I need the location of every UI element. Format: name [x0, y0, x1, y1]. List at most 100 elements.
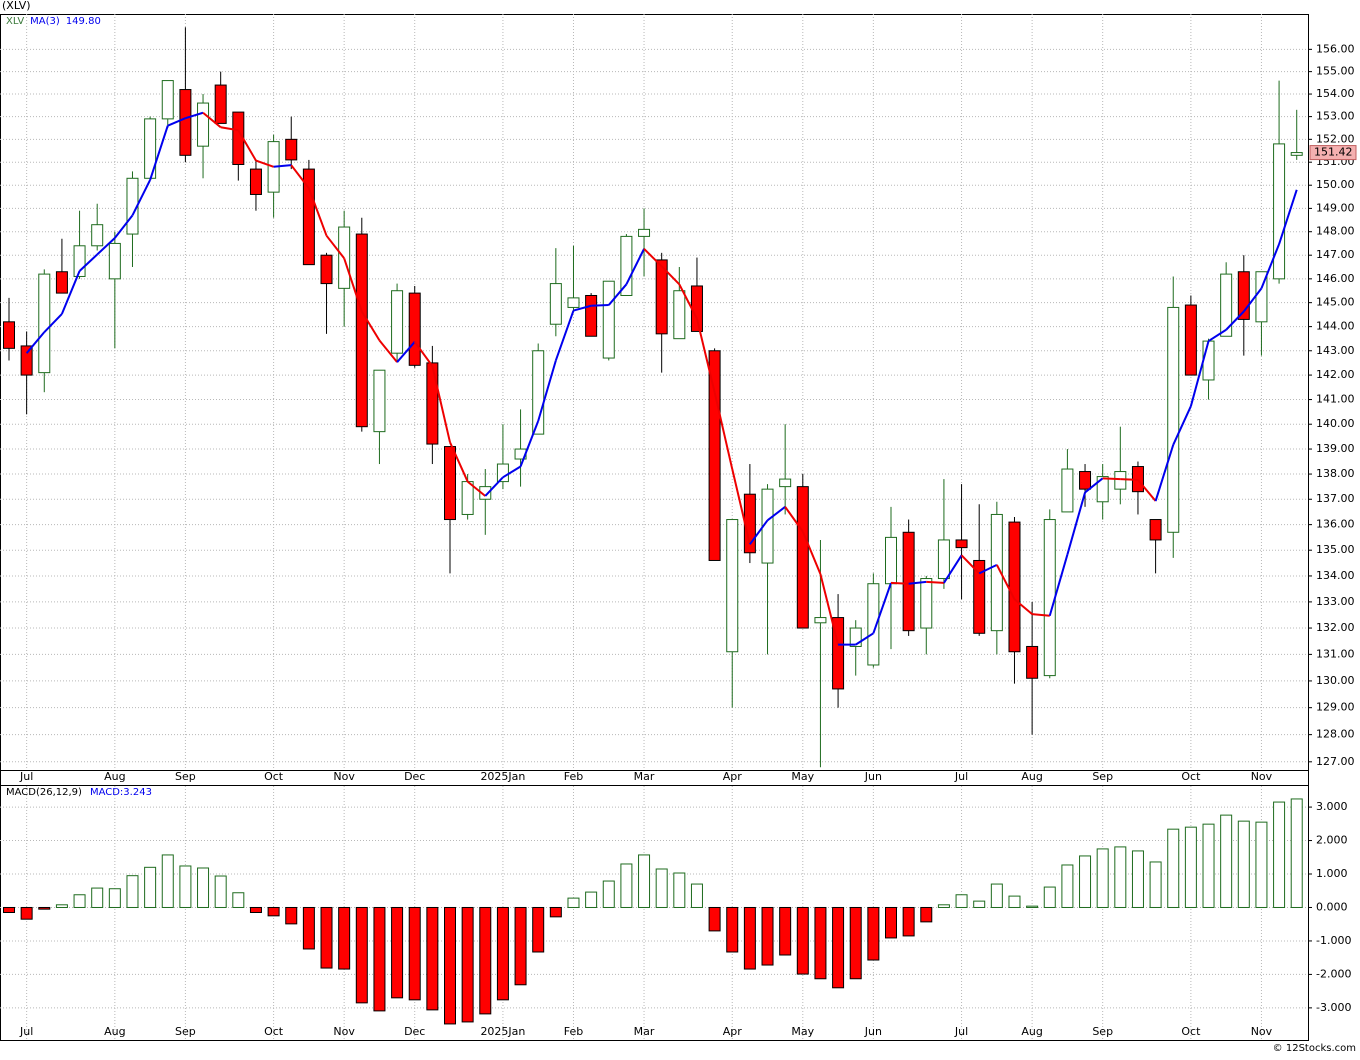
y-tick-label: 153.00 [1316, 110, 1355, 123]
candle-body [1026, 645, 1039, 679]
ma-segment [801, 531, 822, 575]
candle-body [302, 168, 315, 266]
candle-body [585, 294, 598, 337]
ma-segment [1120, 478, 1139, 481]
macd-bar [567, 897, 580, 908]
candle-body [408, 292, 421, 366]
ma-segment [25, 331, 46, 354]
macd-bar [1255, 821, 1268, 908]
ma-segment [343, 257, 363, 312]
macd-bar [408, 906, 421, 1001]
y-tick-label: 156.00 [1316, 42, 1355, 55]
ma-segment [167, 117, 186, 127]
ma-segment [731, 468, 751, 545]
ma-segment [872, 582, 892, 634]
ma-segment [78, 253, 98, 272]
candle-body [990, 513, 1003, 632]
macd-bar [1290, 798, 1303, 908]
macd-bar [655, 868, 668, 908]
macd-bar [91, 887, 104, 908]
macd-bar [761, 906, 774, 966]
ma-segment [325, 235, 345, 259]
candle-body [620, 235, 633, 296]
x-tick-label: Oct [1181, 770, 1201, 783]
macd-bar [849, 906, 862, 980]
candle-body [920, 578, 933, 629]
candle-body [973, 559, 986, 634]
candle-body [655, 259, 668, 335]
x-tick-label: Aug [104, 1025, 125, 1038]
ma-segment [819, 573, 840, 645]
macd-bar [126, 875, 139, 908]
macd-bar [461, 906, 474, 1023]
macd-bar [832, 906, 845, 989]
macd-bar [144, 866, 157, 908]
y-tick-label: 128.00 [1316, 728, 1355, 741]
macd-bar [391, 906, 404, 999]
macd-bar [302, 906, 315, 950]
macd-bar [426, 906, 439, 1011]
candle-body [1184, 304, 1197, 376]
ma-segment [114, 214, 134, 239]
candle-body [885, 536, 897, 585]
ma-segment [413, 341, 434, 367]
candle-body [461, 481, 474, 515]
y-tick-label: 139.00 [1316, 442, 1355, 455]
ma-segment [1084, 477, 1104, 494]
candle-body [1061, 468, 1074, 513]
ma-segment [290, 164, 310, 189]
y-tick-label: 145.00 [1316, 296, 1355, 309]
ma-segment [591, 304, 609, 307]
macd-bar [20, 906, 33, 920]
x-tick-label: Mar [634, 770, 655, 783]
macd-bar [1237, 820, 1250, 908]
y-tick-label: 137.00 [1316, 492, 1355, 505]
ma-segment [554, 310, 575, 361]
macd-bar [249, 906, 262, 913]
candle-body [444, 446, 456, 521]
macd-bar [726, 906, 739, 953]
candle-body [690, 285, 703, 332]
candle-body [1149, 519, 1162, 541]
x-tick-label: 2025Jan [480, 1025, 525, 1038]
x-tick-label: Jun [864, 1025, 882, 1038]
candle-body [532, 350, 545, 435]
candle-body [1079, 471, 1092, 490]
candle-body [320, 254, 333, 285]
ma-segment [255, 159, 274, 168]
macd-bar [673, 872, 686, 908]
candle-body [796, 486, 809, 629]
candle-body [1220, 273, 1233, 337]
ma-segment [1048, 554, 1069, 617]
ma-segment [660, 265, 681, 286]
macd-bar [1096, 848, 1109, 908]
candle-body [38, 273, 51, 374]
x-tick-label: Oct [264, 1025, 284, 1038]
macd-bar [1026, 905, 1039, 908]
macd-bar [638, 854, 651, 908]
ma-segment [1278, 189, 1298, 245]
candle-body [161, 80, 174, 120]
macd-bar [743, 906, 756, 970]
ma-segment [713, 391, 734, 470]
macd-bar [197, 867, 210, 908]
legend: XLV MA(3) 149.80 [6, 16, 101, 27]
x-tick-label: May [791, 1025, 814, 1038]
x-tick-label: Oct [264, 770, 284, 783]
y-tick-label: 130.00 [1316, 674, 1355, 687]
x-tick-label: Aug [1021, 770, 1042, 783]
ma-segment [926, 580, 944, 584]
y-tick-label: -2.000 [1316, 967, 1351, 980]
ma-segment [273, 164, 292, 168]
y-tick-label: 131.00 [1316, 647, 1355, 660]
chart-title: (XLV) [2, 0, 31, 12]
candle-body [91, 224, 104, 247]
macd-bar [479, 906, 492, 1015]
macd-bar [937, 904, 950, 908]
x-tick-label: Oct [1181, 1025, 1201, 1038]
y-tick-label: 140.00 [1316, 417, 1355, 430]
y-tick-label: -3.000 [1316, 1001, 1351, 1014]
ma-segment [749, 519, 769, 545]
ma-segment [467, 480, 486, 497]
x-tick-label: Jul [19, 770, 33, 783]
